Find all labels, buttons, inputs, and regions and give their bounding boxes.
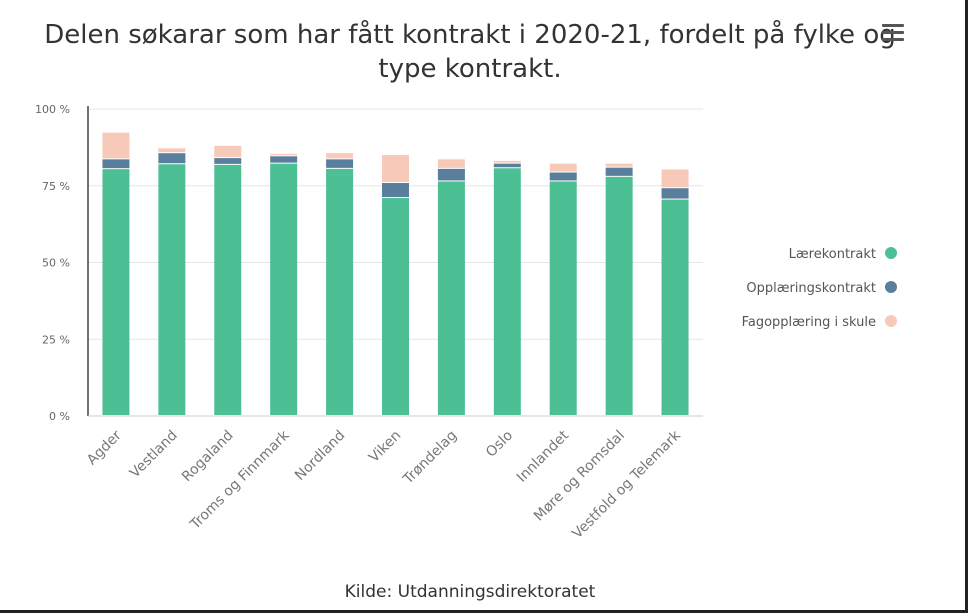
- x-tick-label: Innlandet: [514, 427, 572, 485]
- legend-marker: [885, 315, 897, 327]
- y-tick-label: 50 %: [42, 257, 70, 270]
- bar-segment-opplæringskontrakt: [102, 159, 130, 169]
- bar-segment-opplæringskontrakt: [437, 168, 465, 181]
- bar-segment-lærekontrakt: [493, 168, 521, 415]
- bar-segment-fagopplæring-i-skule: [605, 163, 633, 167]
- legend-label: Lærekontrakt: [789, 247, 876, 262]
- bar-segment-lærekontrakt: [661, 199, 689, 415]
- x-tick-label: Oslo: [483, 428, 516, 461]
- legend-label: Fagopplæring i skule: [742, 315, 876, 330]
- legend-label: Opplæringskontrakt: [746, 281, 876, 296]
- y-tick-label: 25 %: [42, 333, 70, 346]
- bar-segment-fagopplæring-i-skule: [549, 163, 577, 172]
- x-tick-label: Rogaland: [179, 428, 237, 486]
- bar-segment-lærekontrakt: [437, 181, 465, 415]
- bar-segment-fagopplæring-i-skule: [326, 153, 354, 159]
- legend-marker: [885, 247, 897, 259]
- bar-segment-lærekontrakt: [549, 181, 577, 415]
- y-tick-label: 100 %: [35, 103, 70, 116]
- y-tick-label: 75 %: [42, 180, 70, 193]
- bar-segment-fagopplæring-i-skule: [214, 145, 242, 158]
- x-tick-label: Vestfold og Telemark: [569, 427, 684, 542]
- x-tick-label: Viken: [366, 428, 404, 466]
- bar-segment-fagopplæring-i-skule: [493, 160, 521, 163]
- x-tick-label: Agder: [84, 427, 125, 468]
- bar-segment-lærekontrakt: [270, 163, 298, 415]
- bar-segment-opplæringskontrakt: [382, 182, 409, 198]
- x-tick-label: Vestland: [127, 428, 181, 482]
- x-tick-label: Troms og Finnmark: [187, 427, 293, 533]
- legend-marker: [885, 281, 897, 293]
- bar-segment-lærekontrakt: [158, 164, 186, 415]
- bar-segment-fagopplæring-i-skule: [102, 132, 130, 159]
- bar-segment-fagopplæring-i-skule: [661, 169, 689, 188]
- y-tick-label: 0 %: [49, 410, 70, 423]
- bar-segment-opplæringskontrakt: [270, 156, 298, 163]
- bar-segment-lærekontrakt: [326, 168, 354, 415]
- bar-segment-opplæringskontrakt: [549, 172, 577, 181]
- bar-segment-opplæringskontrakt: [661, 188, 689, 199]
- x-tick-label: Trøndelag: [400, 428, 460, 488]
- bar-segment-opplæringskontrakt: [493, 163, 521, 168]
- bar-segment-fagopplæring-i-skule: [382, 155, 409, 182]
- bar-segment-opplæringskontrakt: [605, 167, 633, 176]
- bar-segment-lærekontrakt: [605, 176, 633, 415]
- chart-title: Delen søkarar som har fått kontrakt i 20…: [44, 20, 896, 84]
- x-tick-label: Nordland: [292, 428, 348, 484]
- bar-segment-fagopplæring-i-skule: [158, 148, 186, 153]
- bar-segment-fagopplæring-i-skule: [270, 153, 298, 156]
- bar-segment-lærekontrakt: [102, 169, 130, 415]
- bar-segment-opplæringskontrakt: [214, 158, 242, 164]
- bar-segment-opplæringskontrakt: [158, 153, 186, 164]
- bar-segment-lærekontrakt: [214, 164, 242, 415]
- source-credit: Kilde: Utdanningsdirektoratet: [344, 582, 596, 602]
- bar-segment-opplæringskontrakt: [326, 159, 354, 168]
- bar-segment-lærekontrakt: [382, 198, 409, 415]
- hamburger-menu-icon[interactable]: [882, 24, 904, 44]
- bar-segment-fagopplæring-i-skule: [437, 159, 465, 168]
